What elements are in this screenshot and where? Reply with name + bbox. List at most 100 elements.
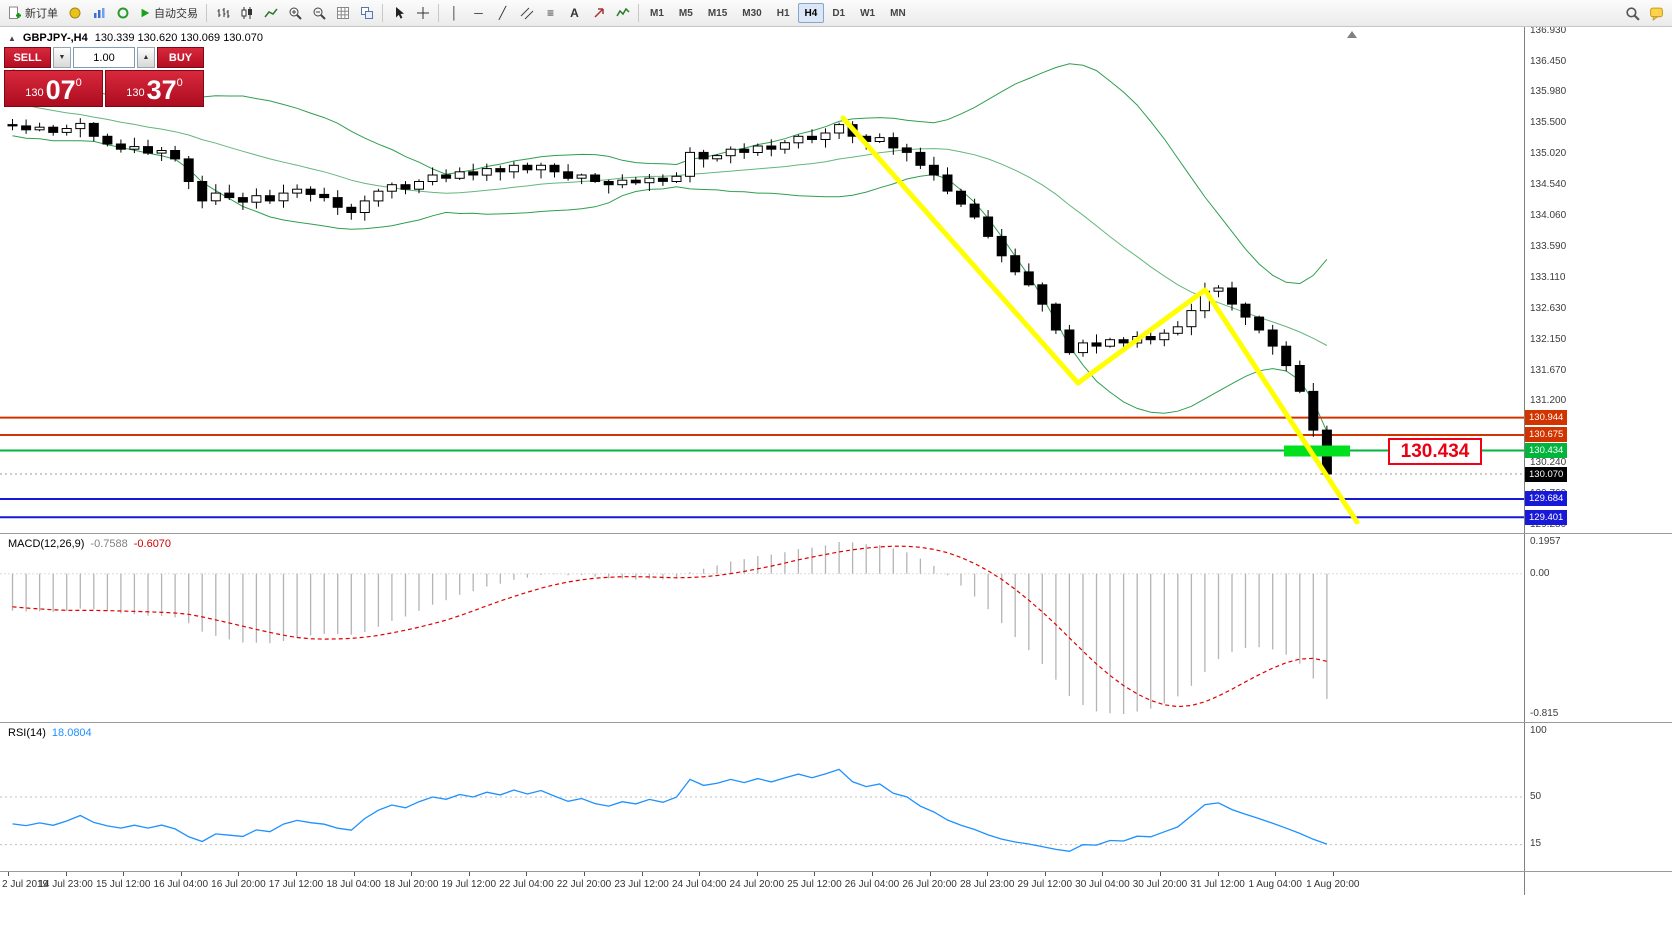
- timeframe-M1[interactable]: M1: [650, 7, 664, 19]
- timeframe-M5[interactable]: M5: [678, 7, 693, 19]
- line-chart-button[interactable]: [259, 2, 282, 24]
- sell-price-pips: 07: [45, 75, 76, 105]
- timeframe-W1[interactable]: W1: [860, 7, 876, 19]
- rsi-axis-mid: 50: [1530, 791, 1542, 802]
- time-axis-tick: [8, 872, 9, 876]
- price-level-tag: 129.401: [1525, 509, 1568, 525]
- autotrade-button[interactable]: 自动交易: [135, 2, 202, 24]
- time-axis-tick: [180, 872, 182, 876]
- arrows-tool-icon: [593, 8, 604, 18]
- chart-header: ▲ GBPJPY-,H4 130.339 130.620 130.069 130…: [8, 32, 263, 44]
- price-axis-label: 131.200: [1530, 395, 1567, 407]
- horizontal-line-icon: ─: [474, 6, 483, 20]
- timeframe-H4[interactable]: H4: [797, 3, 825, 23]
- time-axis-tick: [123, 872, 125, 876]
- macd-panel[interactable]: MACD(12,26,9) -0.7588 -0.6070: [0, 534, 1524, 722]
- price-axis-label: 134.540: [1530, 179, 1567, 191]
- time-axis-tick: [238, 872, 240, 876]
- horizontal-line-tool[interactable]: ─: [467, 2, 490, 24]
- buy-price-tile[interactable]: 130 37 0: [105, 70, 204, 107]
- sell-button[interactable]: SELL: [4, 47, 51, 68]
- time-axis-label: 16 Jul 04:00: [153, 879, 209, 890]
- time-axis-tick: [296, 872, 297, 876]
- macd-name: MACD(12,26,9): [8, 538, 85, 550]
- chart-list-button[interactable]: [87, 2, 110, 24]
- autotrade-play-icon: [141, 8, 150, 18]
- arrows-tool[interactable]: [587, 2, 610, 24]
- trendline-tool[interactable]: ╱: [491, 2, 514, 24]
- volume-decrease-button[interactable]: ▼: [53, 47, 71, 68]
- time-axis-label: 17 Jul 12:00: [268, 879, 324, 890]
- rsi-axis-low: 15: [1530, 838, 1542, 849]
- time-axis-label: 18 Jul 20:00: [383, 879, 439, 890]
- time-axis-label: 15 Jul 12:00: [95, 879, 151, 890]
- price-axis-label: 131.670: [1530, 364, 1567, 376]
- time-axis-label: 2 Jul 2019: [2, 879, 49, 890]
- fibonacci-tool[interactable]: ≡: [539, 2, 562, 24]
- candle-chart-button[interactable]: [235, 2, 258, 24]
- timeframe-H1[interactable]: H1: [776, 7, 790, 19]
- vertical-line-tool[interactable]: │: [443, 2, 466, 24]
- price-chart-panel[interactable]: ▲ GBPJPY-,H4 130.339 130.620 130.069 130…: [0, 27, 1524, 533]
- zoom-in-button[interactable]: [283, 2, 306, 24]
- chat-button[interactable]: [1645, 2, 1668, 24]
- line-chart-icon: [263, 8, 278, 18]
- sell-price-integer: 130: [25, 87, 44, 99]
- panel-separator[interactable]: [0, 722, 1672, 723]
- rsi-panel[interactable]: RSI(14) 18.0804: [0, 723, 1524, 871]
- time-axis-label: 16 Jul 20:00: [211, 879, 266, 890]
- search-button[interactable]: [1621, 2, 1644, 24]
- candlestick-plot[interactable]: [0, 27, 1524, 533]
- text-tool[interactable]: A: [563, 2, 586, 24]
- volume-increase-button[interactable]: ▲: [137, 47, 155, 68]
- time-axis-label: 30 Jul 04:00: [1075, 879, 1130, 890]
- time-axis-label: 24 Jul 20:00: [729, 879, 785, 890]
- time-axis-tick: [929, 872, 931, 876]
- time-axis-tick: [1332, 872, 1334, 876]
- rsi-value: 18.0804: [51, 727, 92, 739]
- tile-windows-button[interactable]: [355, 2, 378, 24]
- price-axis-label: 134.060: [1530, 210, 1567, 222]
- channel-tool[interactable]: [515, 2, 538, 24]
- buy-button[interactable]: BUY: [157, 47, 204, 68]
- price-level-callout[interactable]: 130.434: [1388, 438, 1482, 465]
- rsi-plot[interactable]: [0, 723, 1524, 871]
- time-axis-tick: [411, 872, 413, 876]
- vertical-line-icon: │: [450, 6, 459, 20]
- toolbar-separator: [638, 4, 639, 22]
- volume-input[interactable]: [73, 47, 135, 68]
- sell-price-tile[interactable]: 130 07 0: [4, 70, 103, 107]
- new-order-button[interactable]: 新订单: [4, 2, 62, 24]
- macd-plot[interactable]: [0, 534, 1524, 722]
- bar-chart-button[interactable]: [211, 2, 234, 24]
- time-axis-tick: [526, 872, 528, 876]
- zoom-out-button[interactable]: [307, 2, 330, 24]
- ohlc-values: 130.339 130.620 130.069 130.070: [94, 32, 263, 44]
- cursor-button[interactable]: [387, 2, 410, 24]
- new-order-label: 新订单: [25, 8, 58, 20]
- price-level-tag: 130.944: [1525, 410, 1568, 426]
- sell-price-point: 0: [75, 77, 82, 89]
- market-watch-button[interactable]: [63, 2, 86, 24]
- fibonacci-icon: ≡: [546, 6, 554, 20]
- panel-separator[interactable]: [0, 533, 1672, 534]
- indicators-icon: [615, 7, 630, 17]
- timeframe-MN[interactable]: MN: [890, 7, 906, 19]
- time-axis-tick: [987, 872, 989, 876]
- timeframe-M30[interactable]: M30: [742, 7, 762, 19]
- time-axis-label: 29 Jul 12:00: [1017, 879, 1073, 890]
- timeframe-M15[interactable]: M15: [707, 7, 728, 19]
- timeframe-group: M1 M5 M15 M30 H1 H4 D1 W1 MN: [643, 3, 913, 23]
- refresh-button[interactable]: [111, 2, 134, 24]
- channel-icon: [520, 7, 533, 20]
- price-axis[interactable]: 0.1957 0.00 -0.815 100 50 15 136.930 136.…: [1524, 25, 1672, 895]
- timeframe-D1[interactable]: D1: [832, 7, 846, 19]
- crosshair-button[interactable]: [411, 2, 434, 24]
- price-level-tag: 129.684: [1525, 491, 1568, 507]
- price-level-tag: 130.434: [1525, 443, 1568, 459]
- autotrade-label: 自动交易: [154, 8, 198, 20]
- bar-chart-icon: [217, 8, 229, 18]
- indicators-button[interactable]: [611, 2, 634, 24]
- grid-button[interactable]: [331, 2, 354, 24]
- time-axis[interactable]: 2 Jul 2019 14 Jul 23:00 15 Jul 12:00 16 Jul…: [0, 872, 1524, 898]
